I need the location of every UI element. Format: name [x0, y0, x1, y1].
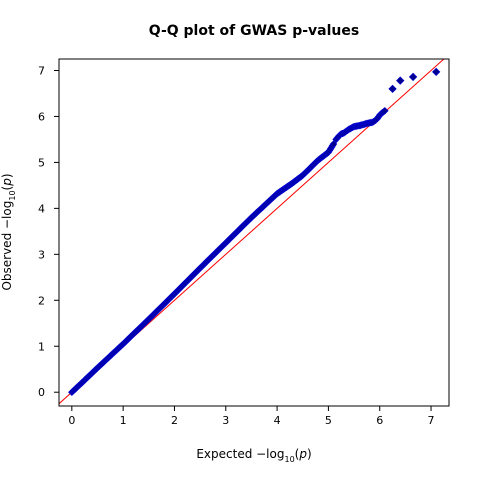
x-axis-label-open: ( — [295, 447, 300, 461]
x-tick-label: 3 — [222, 414, 229, 427]
x-tick-label: 7 — [428, 414, 435, 427]
y-tick-label: 5 — [38, 156, 45, 169]
y-axis-label-prefix: Observed −log — [0, 201, 14, 291]
plot-frame — [58, 58, 450, 407]
data-point-tail — [381, 107, 389, 115]
y-tick-label: 3 — [38, 248, 45, 261]
x-axis-label-close: ) — [307, 447, 312, 461]
y-axis-label-open: ( — [0, 186, 14, 191]
x-tick-label: 2 — [171, 414, 178, 427]
x-tick-label: 4 — [274, 414, 281, 427]
y-axis-label-subscript: 10 — [8, 190, 17, 200]
x-tick-label: 0 — [68, 414, 75, 427]
data-point-outlier — [388, 84, 397, 94]
x-axis-label-prefix: Expected −log — [196, 447, 284, 461]
x-tick-label: 6 — [376, 414, 383, 427]
y-axis-label-close: ) — [0, 173, 14, 178]
x-axis-label-var: p — [298, 447, 307, 461]
data-point-outlier — [408, 72, 418, 82]
points-layer — [68, 67, 441, 396]
x-axis-label: Expected −log10(p) — [196, 447, 311, 464]
y-axis-label-var: p — [0, 178, 14, 187]
y-tick-label: 2 — [38, 294, 45, 307]
x-tick-label: 1 — [120, 414, 127, 427]
y-axis-label: Observed −log10(p) — [0, 173, 17, 290]
y-tick-label: 7 — [38, 64, 45, 77]
x-axis-label-subscript: 10 — [284, 455, 294, 464]
y-tick-label: 4 — [38, 202, 45, 215]
data-point-outlier — [396, 76, 405, 85]
y-tick-label: 0 — [38, 386, 45, 399]
y-tick-label: 1 — [38, 340, 45, 353]
chart-title: Q-Q plot of GWAS p-values — [149, 23, 359, 39]
data-point-outlier — [432, 67, 441, 77]
x-tick-label: 5 — [325, 414, 332, 427]
y-axis: 0 1 2 3 4 5 6 7 — [38, 64, 59, 399]
data-point — [329, 140, 338, 148]
x-axis: 0 1 2 3 4 5 6 7 — [68, 406, 435, 427]
y-tick-label: 6 — [38, 110, 45, 123]
